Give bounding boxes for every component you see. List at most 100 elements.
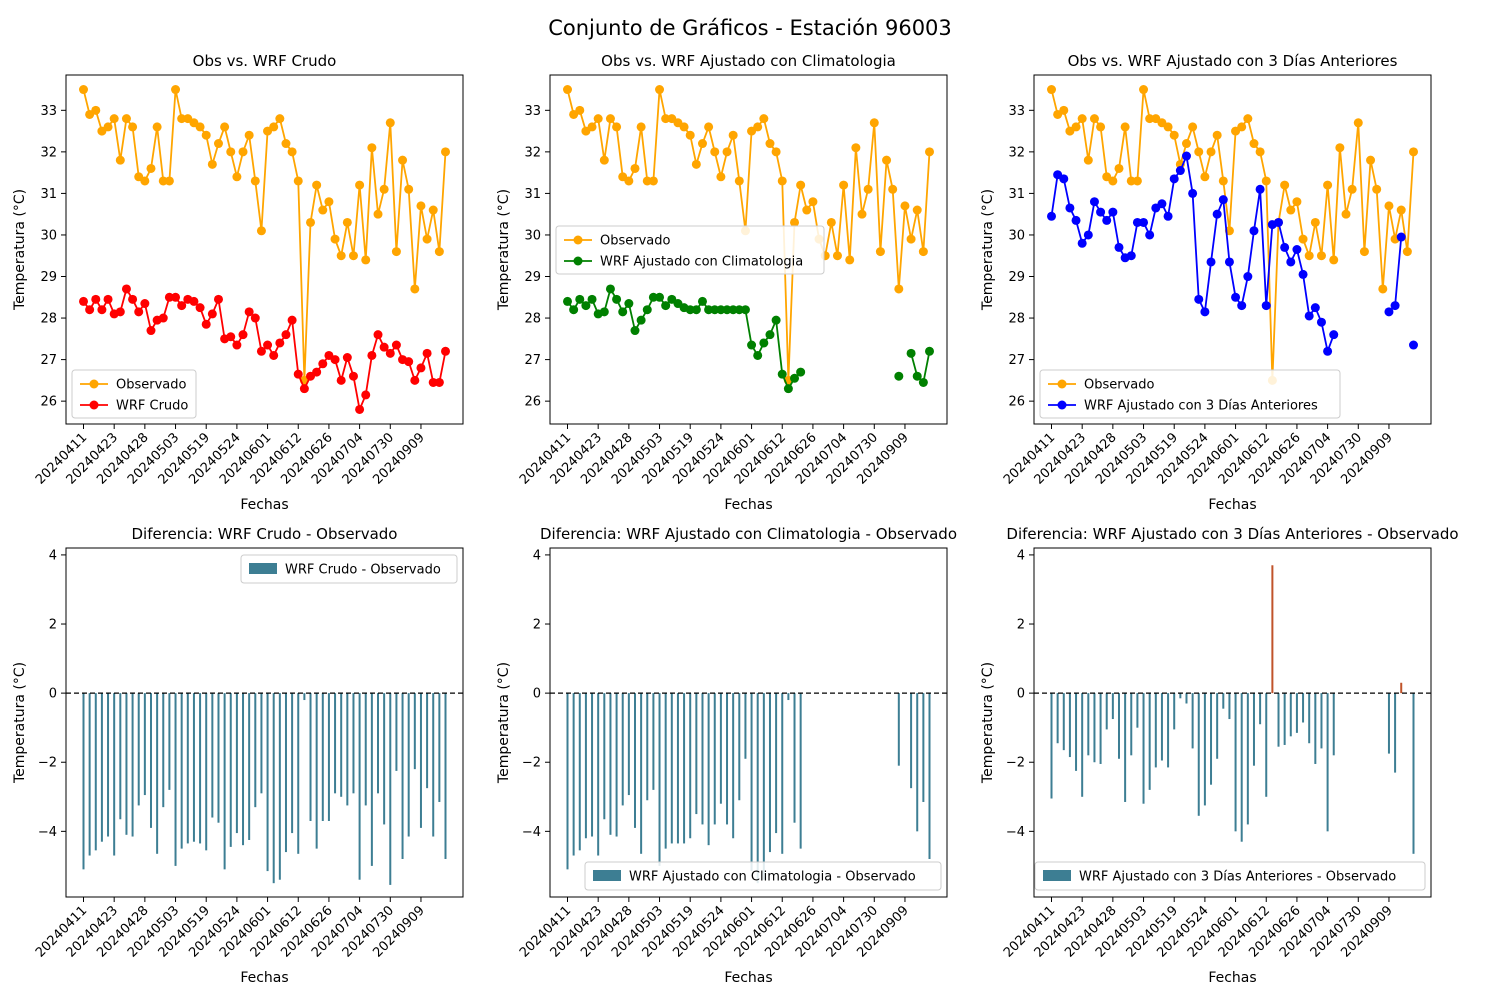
data-point <box>103 294 113 304</box>
y-tick-label: 2 <box>49 618 57 633</box>
diff-bar <box>750 693 753 872</box>
diff-bar <box>658 693 661 866</box>
data-point <box>373 330 383 340</box>
axes-frame <box>65 74 464 425</box>
diff-bar <box>670 693 673 844</box>
y-axis-label: Temperatura (°C) <box>12 662 28 784</box>
data-point <box>790 373 800 383</box>
data-point <box>759 338 769 348</box>
diff-bar <box>768 693 771 853</box>
diff-bar <box>1056 693 1059 744</box>
y-tick-label: 4 <box>49 548 57 563</box>
y-tick-label: 32 <box>1008 145 1025 160</box>
data-point <box>863 184 873 194</box>
data-point <box>642 305 652 315</box>
data-point <box>1077 238 1087 248</box>
data-point <box>441 346 450 356</box>
data-point <box>1059 105 1069 115</box>
diff-bar <box>125 693 128 835</box>
diff-bar <box>1179 693 1182 699</box>
legend-box <box>1034 861 1426 891</box>
data-point <box>691 159 701 169</box>
data-point <box>103 122 113 132</box>
diff-bar <box>1068 693 1071 758</box>
y-tick-label: 30 <box>40 228 57 243</box>
data-point <box>422 348 432 358</box>
diff-bar <box>364 693 367 806</box>
data-point <box>612 294 622 304</box>
diff-bar <box>676 693 679 844</box>
data-point <box>1237 122 1247 132</box>
data-point <box>1304 311 1314 321</box>
data-point <box>293 369 303 379</box>
diff-bar <box>633 693 636 828</box>
diff-bar <box>597 693 600 856</box>
y-tick-label: 28 <box>1008 312 1025 327</box>
diff-bar <box>235 693 238 834</box>
data-point <box>404 184 414 194</box>
diff-bar <box>1203 693 1206 806</box>
diff-bar <box>627 693 630 796</box>
x-axis-label: Fechas <box>240 970 288 986</box>
diff-bar <box>248 693 251 840</box>
y-tick-label: 0 <box>49 687 57 702</box>
diff-bar <box>1277 693 1280 747</box>
panel-4: Diferencia: WRF Crudo - Observado −4 −2 0 2 4… <box>12 525 464 986</box>
data-point <box>318 205 328 215</box>
data-point <box>1089 197 1099 207</box>
panel-title: Diferencia: WRF Crudo - Observado <box>132 525 398 543</box>
diff-bar <box>413 693 416 770</box>
series-wrf <box>79 284 450 414</box>
legend-marker <box>89 379 99 389</box>
diff-bar <box>762 693 765 880</box>
diff-bar <box>1081 693 1084 797</box>
legend-label: Observado <box>600 234 671 249</box>
data-point <box>1359 247 1369 257</box>
data-point <box>434 247 444 257</box>
diff-bar <box>922 693 925 802</box>
data-point <box>115 155 125 165</box>
data-point <box>146 163 156 173</box>
diff-bar <box>217 693 220 823</box>
legend: WRF Ajustado con 3 Días Anteriores - Obs… <box>1034 861 1426 891</box>
diff-bar <box>180 693 183 849</box>
diff-bar <box>1259 693 1262 725</box>
diff-bar <box>1252 693 1255 766</box>
data-point <box>281 139 291 149</box>
data-point <box>342 217 352 227</box>
diff-bar <box>192 693 195 842</box>
data-point <box>1409 147 1418 157</box>
diff-bar <box>1148 693 1151 790</box>
data-point <box>121 114 131 124</box>
data-point <box>79 296 88 306</box>
diff-bar <box>591 693 594 837</box>
data-point <box>753 122 763 132</box>
data-point <box>648 176 658 186</box>
data-point <box>1366 155 1376 165</box>
data-point <box>355 404 365 414</box>
data-point <box>918 247 928 257</box>
data-point <box>1212 209 1222 219</box>
diff-bar <box>1099 693 1102 764</box>
data-point <box>765 139 775 149</box>
data-point <box>355 180 365 190</box>
diff-bar <box>1234 693 1237 832</box>
data-point <box>1237 301 1247 311</box>
data-point <box>275 114 285 124</box>
data-point <box>348 251 358 261</box>
y-tick-label: 32 <box>40 145 57 160</box>
legend-marker <box>89 400 99 410</box>
data-point <box>398 155 408 165</box>
data-point <box>361 255 371 265</box>
diff-bar <box>327 693 330 821</box>
diff-bar <box>321 693 324 821</box>
y-tick-label: 26 <box>524 395 541 410</box>
diff-bar <box>719 693 722 804</box>
diff-bar <box>578 693 581 851</box>
axes-frame <box>1033 74 1432 425</box>
x-axis-label: Fechas <box>1208 497 1256 513</box>
diff-bar <box>603 693 606 820</box>
data-point <box>379 184 389 194</box>
y-axis-label: Temperatura (°C) <box>980 189 996 311</box>
